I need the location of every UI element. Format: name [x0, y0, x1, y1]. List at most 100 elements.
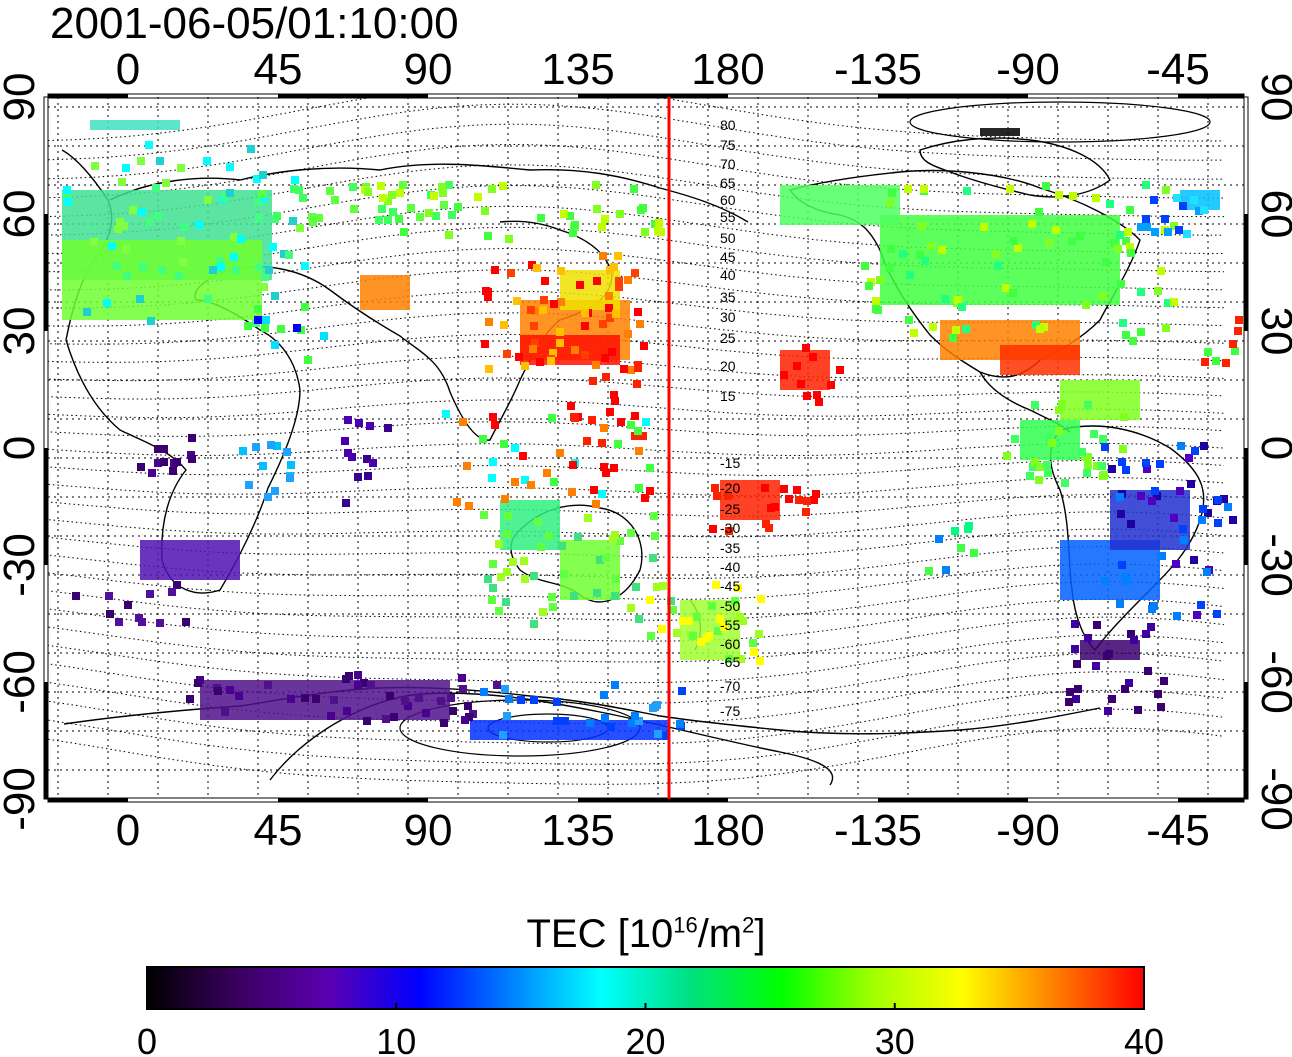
tec-patch — [1000, 345, 1080, 375]
tec-point — [363, 455, 371, 463]
tec-point — [616, 537, 624, 545]
longitude-tick-label: -90 — [996, 806, 1060, 855]
tec-point — [480, 511, 488, 519]
tec-point — [255, 214, 263, 222]
tec-point — [503, 568, 511, 576]
tec-point — [416, 213, 424, 221]
tec-point — [1222, 359, 1230, 367]
tec-point — [606, 314, 614, 322]
tec-point — [1204, 509, 1212, 517]
tec-point — [137, 157, 145, 165]
tec-point — [407, 204, 415, 212]
tec-point — [465, 502, 473, 510]
tec-point — [647, 632, 655, 640]
tec-point — [951, 527, 959, 535]
tec-point — [105, 592, 113, 600]
tec-point — [802, 344, 810, 352]
tec-point — [425, 209, 433, 217]
tec-point — [608, 348, 616, 356]
tec-point — [286, 474, 294, 482]
tec-point — [342, 499, 350, 507]
tec-point — [267, 441, 275, 449]
tec-point — [160, 458, 168, 466]
tec-point — [724, 492, 732, 500]
tec-point — [1069, 192, 1077, 200]
tec-point — [655, 219, 663, 227]
tec-point — [330, 696, 338, 704]
tec-point — [448, 211, 456, 219]
contour-label: 45 — [720, 249, 736, 265]
tec-point — [631, 412, 639, 420]
contour-line — [48, 708, 1225, 765]
tec-point — [493, 681, 501, 689]
tec-point — [599, 320, 607, 328]
tec-point — [635, 615, 643, 623]
tec-point — [500, 321, 508, 329]
tec-point — [530, 696, 538, 704]
latitude-tick-label: -30 — [1252, 533, 1292, 597]
latitude-tick-label: 30 — [0, 307, 44, 356]
tec-point — [503, 530, 511, 538]
tec-point — [904, 185, 912, 193]
tec-point — [1201, 358, 1209, 366]
tec-point — [1143, 223, 1151, 231]
tec-point — [899, 250, 907, 258]
tec-point — [168, 588, 176, 596]
longitude-tick-label: 0 — [116, 45, 140, 94]
tec-patch — [560, 270, 620, 310]
contour-label: 55 — [720, 209, 736, 225]
tec-point — [1065, 698, 1073, 706]
tec-point — [237, 235, 245, 243]
tec-point — [173, 581, 181, 589]
tec-point — [1164, 299, 1172, 307]
tec-point — [1170, 298, 1178, 306]
tec-point — [611, 681, 619, 689]
tec-patch — [470, 720, 670, 740]
tec-point — [262, 316, 270, 324]
tec-point — [453, 498, 461, 506]
contour-line — [48, 103, 1225, 161]
tec-point — [265, 266, 273, 274]
longitude-tick-label: -90 — [996, 45, 1060, 94]
tec-point — [479, 435, 487, 443]
tec-point — [1213, 610, 1221, 618]
tec-point — [271, 487, 279, 495]
tec-point — [1084, 461, 1092, 469]
tec-point — [482, 287, 490, 295]
contour-label: 80 — [720, 117, 736, 133]
tec-point — [1116, 493, 1124, 501]
polar-contour — [909, 101, 1211, 143]
tec-point — [500, 440, 508, 448]
tec-point — [259, 171, 267, 179]
tec-point — [767, 504, 775, 512]
longitude-tick-label: -45 — [1146, 806, 1210, 855]
tec-point — [711, 484, 719, 492]
tec-point — [1118, 561, 1126, 569]
tec-point — [521, 575, 529, 583]
tec-point — [1031, 458, 1039, 466]
tec-point — [583, 437, 591, 445]
tec-point — [709, 525, 717, 533]
tec-point — [1002, 284, 1010, 292]
tec-point — [1187, 480, 1195, 488]
tec-point — [1119, 445, 1127, 453]
tec-point — [430, 192, 438, 200]
tec-point — [489, 584, 497, 592]
tec-point — [232, 266, 240, 274]
tec-point — [662, 732, 670, 740]
tec-point — [445, 181, 453, 189]
tec-point — [1071, 620, 1079, 628]
tec-point — [658, 625, 666, 633]
tec-point — [631, 712, 639, 720]
tec-point — [614, 440, 622, 448]
tec-point — [173, 458, 181, 466]
tec-point — [364, 472, 372, 480]
colorbar — [146, 966, 1145, 1010]
tec-point — [910, 329, 918, 337]
tec-point — [812, 490, 820, 498]
latitude-tick-label: -60 — [0, 650, 44, 714]
tec-point — [1203, 568, 1211, 576]
tec-point — [1143, 465, 1151, 473]
tec-point — [627, 421, 635, 429]
tec-point — [631, 269, 639, 277]
